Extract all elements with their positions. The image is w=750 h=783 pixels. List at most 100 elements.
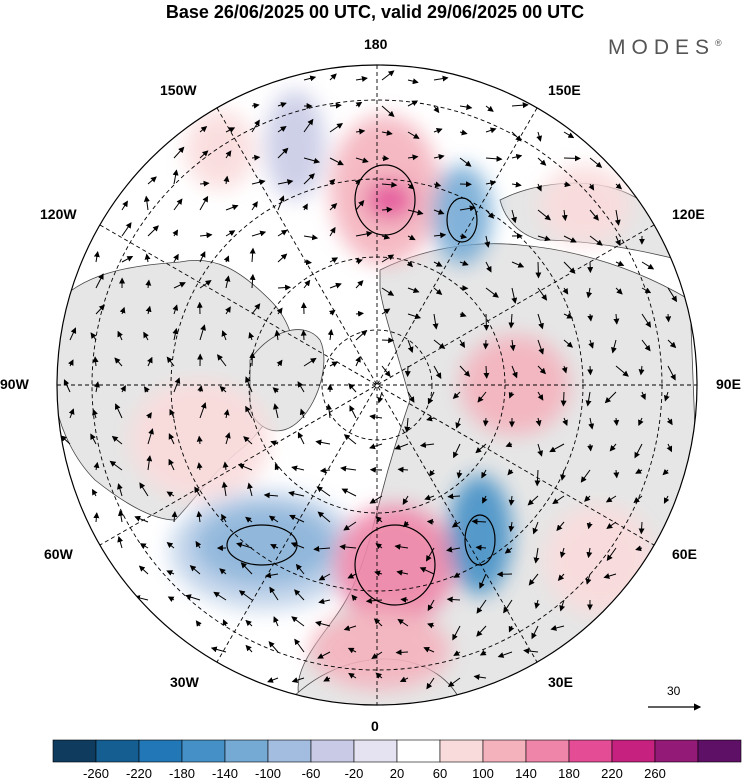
wind-vector [121, 256, 134, 263]
wind-vector [381, 155, 390, 162]
colorbar-swatch [138, 739, 183, 763]
wind-vector [270, 544, 279, 550]
wind-vector [407, 391, 415, 403]
wind-vector [291, 677, 305, 683]
wind-vector [666, 443, 673, 453]
wind-vector [459, 260, 469, 266]
lon-label-150w: 150W [160, 82, 197, 98]
wind-vector [171, 511, 178, 523]
wind-vector [355, 128, 366, 135]
wind-vector [297, 431, 305, 445]
wind-vector [354, 179, 362, 186]
wind-vector [537, 365, 546, 375]
wind-vector [613, 469, 620, 479]
wind-vector [523, 648, 539, 655]
wind-vector [288, 490, 305, 497]
wind-vector [509, 339, 516, 352]
wind-vector [662, 468, 669, 476]
wind-vector [477, 391, 487, 403]
wind-vector [223, 255, 230, 263]
wind-vector [146, 455, 153, 471]
positive-anomaly-europe [335, 505, 455, 625]
wind-vector [381, 233, 391, 240]
wind-vector [348, 383, 357, 393]
wind-vector [274, 463, 281, 471]
wind-vector [199, 251, 206, 263]
wind-vector [615, 260, 625, 267]
wind-vector [303, 118, 314, 133]
wind-vector [224, 275, 231, 289]
wind-vector [459, 339, 466, 349]
wind-vector [194, 486, 201, 497]
graticule [57, 65, 697, 705]
colorbar-swatch [353, 739, 398, 763]
wind-vector [316, 486, 331, 497]
wind-vector [638, 521, 645, 535]
wind-vector [243, 436, 253, 445]
colorbar-swatch [697, 739, 742, 763]
wind-vector [552, 495, 565, 505]
wind-vector [199, 180, 210, 187]
wind-vector [459, 233, 468, 240]
wind-vector [247, 482, 253, 497]
wind-vector [424, 494, 435, 501]
colorbar-label: 60 [432, 766, 448, 781]
wind-vector [300, 329, 307, 341]
wind-vector [419, 567, 435, 575]
wind-vector [606, 521, 617, 529]
wind-vector [185, 594, 201, 601]
wind-vector [381, 337, 395, 344]
wind-vector [381, 365, 391, 377]
wind-vector [172, 304, 179, 315]
wind-vector [223, 409, 230, 419]
wind-vector [147, 356, 153, 367]
wind-vector [276, 307, 283, 315]
wind-vector [537, 313, 544, 330]
positive-anomaly-siberia [540, 165, 630, 245]
wind-vector [121, 200, 128, 211]
lon-label-90e: 90E [716, 376, 741, 392]
wind-vector [397, 466, 409, 473]
registered-mark: ® [715, 38, 722, 48]
wind-vector [216, 354, 227, 367]
wind-vector [213, 591, 227, 601]
wind-vector [381, 308, 391, 315]
wind-vector [273, 616, 279, 627]
colorbar-swatch [568, 739, 613, 763]
wind-vector [219, 568, 227, 575]
colorbar-label: -260 [82, 766, 110, 781]
wind-vector [560, 469, 566, 481]
wind-vector [348, 672, 357, 679]
negative-anomaly-pacific [265, 90, 325, 200]
wind-vector [195, 540, 202, 549]
lon-label-60e: 60E [672, 546, 697, 562]
wind-vector [559, 599, 566, 612]
wind-vector [504, 547, 513, 554]
wind-vector [323, 676, 331, 682]
wind-vector [199, 402, 207, 419]
positive-anomaly-mideast [545, 505, 655, 615]
wind-vector [482, 417, 489, 427]
wind-vector [145, 305, 152, 315]
wind-vector [451, 521, 461, 528]
wind-vector [329, 102, 342, 109]
wind-vector [426, 518, 435, 525]
wind-vector [172, 229, 179, 237]
wind-vector [381, 287, 395, 296]
wind-vector [355, 258, 363, 265]
wind-vector [459, 104, 473, 110]
wind-vector [172, 169, 179, 185]
colorbar-swatch [267, 739, 312, 763]
wind-vector [172, 327, 179, 341]
colorbar-label: -180 [168, 766, 196, 781]
wind-vector [537, 235, 551, 242]
wind-vector [245, 644, 253, 653]
wind-vector [221, 330, 228, 341]
wind-vector [276, 359, 283, 367]
wind-vector [407, 287, 420, 293]
wind-vector [459, 129, 468, 136]
wind-vector [224, 432, 231, 445]
wind-vector [433, 154, 445, 160]
wind-vector [373, 618, 383, 627]
wind-vector [95, 304, 105, 315]
